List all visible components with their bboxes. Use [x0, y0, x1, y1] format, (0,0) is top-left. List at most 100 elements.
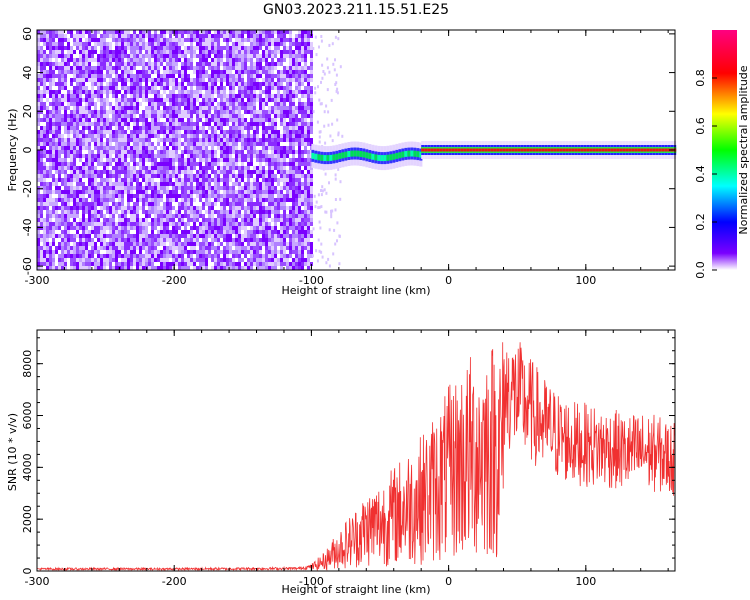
- heatmap-cell: [310, 218, 313, 222]
- heatmap-cell: [187, 202, 190, 206]
- heatmap-cell: [193, 154, 196, 158]
- heatmap-cell: [157, 38, 160, 42]
- heatmap-cell: [103, 206, 106, 210]
- heatmap-cell: [301, 38, 304, 42]
- heatmap-cell: [217, 126, 220, 130]
- heatmap-cell: [73, 234, 76, 238]
- heatmap-cell: [205, 110, 208, 114]
- heatmap-cell: [166, 238, 169, 242]
- heatmap-cell: [247, 86, 250, 90]
- heatmap-cell: [244, 166, 247, 170]
- heatmap-cell: [112, 234, 115, 238]
- heatmap-cell: [97, 238, 100, 242]
- heatmap-cell: [196, 90, 199, 94]
- heatmap-cell: [229, 226, 232, 230]
- heatmap-cell: [217, 118, 220, 122]
- heatmap-cell: [157, 130, 160, 134]
- heatmap-cell: [217, 186, 220, 190]
- heatmap-cell: [103, 242, 106, 246]
- heatmap-cell: [262, 134, 265, 138]
- heatmap-cell: [76, 210, 79, 214]
- heatmap-cell: [76, 110, 79, 114]
- heatmap-cell: [268, 30, 271, 34]
- heatmap-cell: [91, 254, 94, 258]
- heatmap-cell: [193, 174, 196, 178]
- heatmap-cell: [133, 258, 136, 262]
- heatmap-cell: [190, 186, 193, 190]
- heatmap-cell: [247, 242, 250, 246]
- heatmap-cell: [73, 166, 76, 170]
- heatmap-cell: [133, 206, 136, 210]
- heatmap-cell: [127, 134, 130, 138]
- heatmap-cell: [49, 46, 52, 50]
- heatmap-cell: [268, 126, 271, 130]
- heatmap-cell: [304, 246, 307, 250]
- heatmap-cell: [106, 66, 109, 70]
- heatmap-cell: [208, 34, 211, 38]
- heatmap-cell: [145, 106, 148, 110]
- heatmap-cell: [298, 118, 301, 122]
- heatmap-cell: [295, 90, 298, 94]
- heatmap-cell: [46, 38, 49, 42]
- heatmap-cell: [115, 122, 118, 126]
- heatmap-cell: [193, 50, 196, 54]
- heatmap-cell: [250, 250, 253, 254]
- heatmap-cell: [139, 246, 142, 250]
- heatmap-cell: [253, 230, 256, 234]
- heatmap-cell: [262, 154, 265, 158]
- heatmap-cell: [232, 174, 235, 178]
- heatmap-cell: [223, 254, 226, 258]
- heatmap-cell: [136, 62, 139, 66]
- heatmap-cell: [58, 214, 61, 218]
- heatmap-cell: [286, 242, 289, 246]
- heatmap-cell: [115, 162, 118, 166]
- heatmap-cell: [121, 150, 124, 154]
- heatmap-cell: [199, 58, 202, 62]
- heatmap-cell: [166, 202, 169, 206]
- heatmap-cell: [136, 190, 139, 194]
- heatmap-cell: [58, 66, 61, 70]
- heatmap-cell: [82, 206, 85, 210]
- heatmap-cell: [130, 170, 133, 174]
- heatmap-cell: [145, 186, 148, 190]
- heatmap-cell: [238, 62, 241, 66]
- heatmap-cell: [91, 162, 94, 166]
- heatmap-cell: [103, 118, 106, 122]
- heatmap-cell: [118, 90, 121, 94]
- heatmap-cell: [67, 218, 70, 222]
- heatmap-cell: [193, 206, 196, 210]
- heatmap-cell: [67, 222, 70, 226]
- heatmap-cell: [196, 254, 199, 258]
- heatmap-cell: [73, 102, 76, 106]
- heatmap-cell: [154, 102, 157, 106]
- heatmap-cell: [238, 166, 241, 170]
- heatmap-cell: [169, 50, 172, 54]
- heatmap-cell: [208, 234, 211, 238]
- heatmap-cell: [79, 54, 82, 58]
- heatmap-cell: [262, 202, 265, 206]
- heatmap-cell: [280, 86, 283, 90]
- heatmap-cell: [142, 266, 145, 270]
- heatmap-cell: [211, 226, 214, 230]
- heatmap-cell: [298, 182, 301, 186]
- heatmap-cell: [253, 118, 256, 122]
- heatmap-cell: [289, 130, 292, 134]
- heatmap-cell: [178, 34, 181, 38]
- heatmap-cell: [61, 258, 64, 262]
- heatmap-cell: [214, 238, 217, 242]
- heatmap-cell: [76, 138, 79, 142]
- heatmap-cell: [184, 246, 187, 250]
- heatmap-cell: [154, 190, 157, 194]
- heatmap-cell: [85, 90, 88, 94]
- heatmap-cell: [229, 126, 232, 130]
- heatmap-cell: [289, 186, 292, 190]
- heatmap-cell: [157, 218, 160, 222]
- heatmap-cell: [76, 98, 79, 102]
- heatmap-cell: [103, 98, 106, 102]
- heatmap-cell: [226, 234, 229, 238]
- heatmap-cell: [43, 178, 46, 182]
- heatmap-cell: [241, 162, 244, 166]
- heatmap-cell: [82, 182, 85, 186]
- heatmap-cell: [163, 210, 166, 214]
- heatmap-cell: [40, 226, 43, 230]
